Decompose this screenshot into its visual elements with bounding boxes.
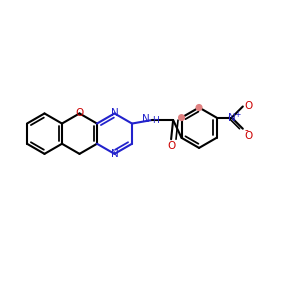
Text: N: N	[111, 108, 119, 118]
Text: -: -	[244, 124, 248, 135]
Text: N: N	[111, 149, 119, 159]
Circle shape	[178, 114, 185, 121]
Text: O: O	[244, 100, 253, 111]
Circle shape	[196, 104, 202, 111]
Text: H: H	[152, 116, 159, 124]
Text: +: +	[234, 110, 240, 118]
Text: O: O	[167, 141, 175, 151]
Text: N: N	[142, 114, 149, 124]
Text: O: O	[244, 131, 253, 141]
Text: O: O	[75, 108, 84, 118]
Text: N: N	[228, 112, 236, 123]
